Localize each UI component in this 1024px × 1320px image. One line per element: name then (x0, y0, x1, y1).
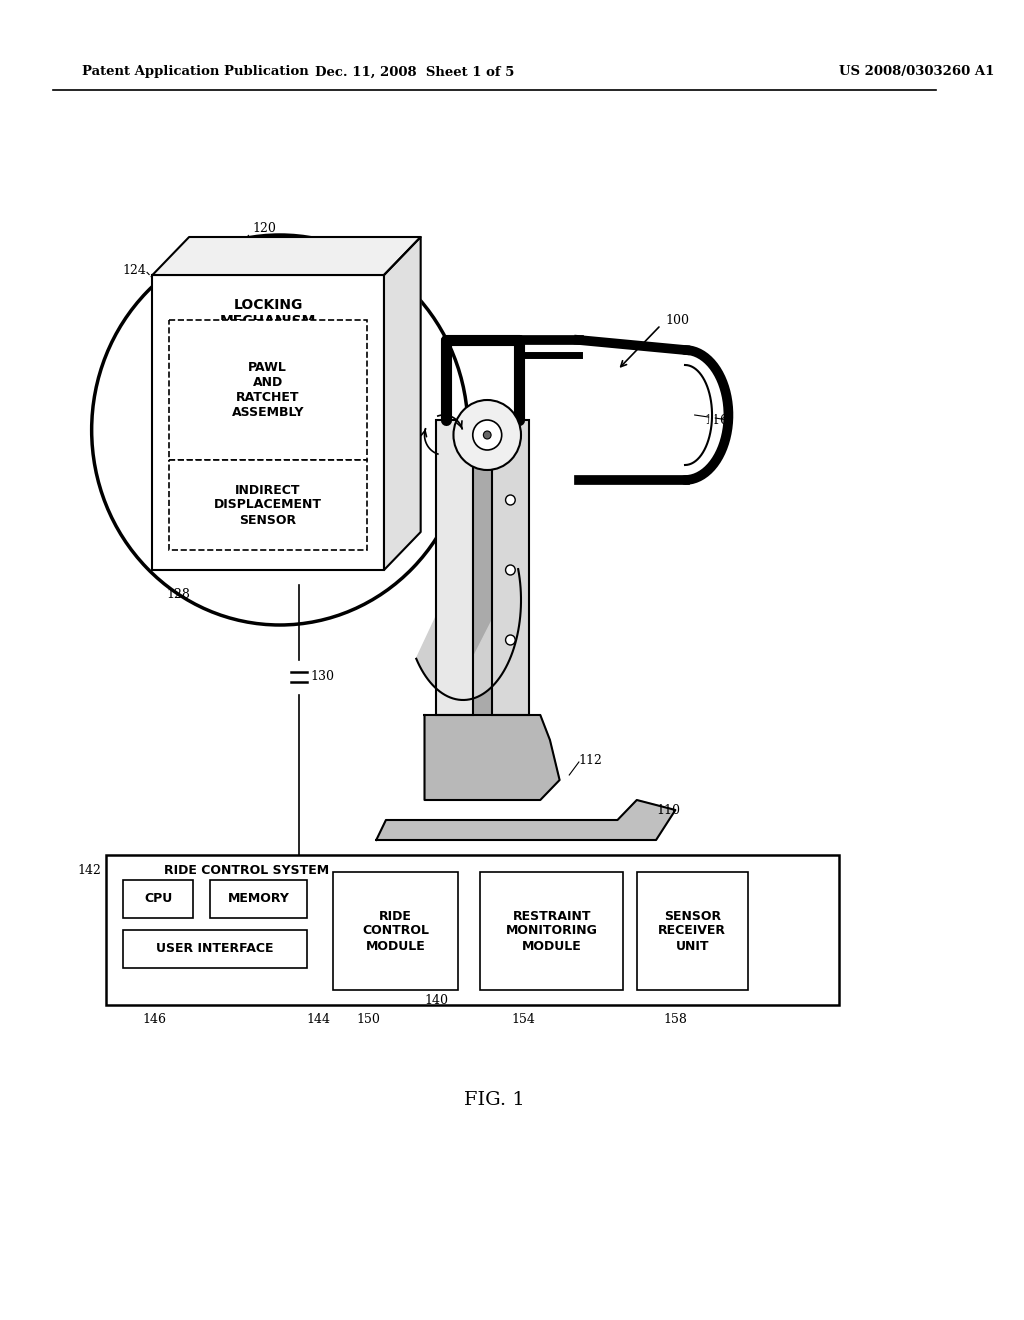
Text: SENSOR
RECEIVER
UNIT: SENSOR RECEIVER UNIT (658, 909, 726, 953)
Text: RIDE CONTROL SYSTEM: RIDE CONTROL SYSTEM (164, 865, 329, 878)
Text: MEMORY: MEMORY (227, 892, 290, 906)
Circle shape (483, 432, 492, 440)
Circle shape (506, 635, 515, 645)
Text: LOCKING
MECHANISM: LOCKING MECHANISM (220, 298, 316, 329)
Text: 119: 119 (372, 483, 395, 496)
Text: 128: 128 (167, 587, 190, 601)
Bar (153, 275, 384, 570)
Text: 144: 144 (306, 1012, 331, 1026)
Text: 112: 112 (579, 754, 603, 767)
Circle shape (473, 420, 502, 450)
Polygon shape (473, 420, 493, 715)
Text: USER INTERFACE: USER INTERFACE (157, 942, 273, 956)
Text: FIG. 1: FIG. 1 (464, 1092, 524, 1109)
Bar (210, 880, 307, 917)
Text: 130: 130 (310, 671, 335, 684)
Text: CPU: CPU (144, 892, 172, 906)
Polygon shape (153, 238, 421, 275)
Bar (124, 931, 307, 968)
Text: Patent Application Publication: Patent Application Publication (82, 66, 309, 78)
Polygon shape (384, 238, 421, 570)
Text: 100: 100 (666, 314, 690, 326)
Text: 150: 150 (356, 1012, 381, 1026)
Text: RESTRAINT
MONITORING
MODULE: RESTRAINT MONITORING MODULE (506, 909, 598, 953)
Polygon shape (376, 800, 676, 840)
Text: 110: 110 (656, 804, 680, 817)
Bar (106, 855, 840, 1005)
Text: 158: 158 (664, 1012, 687, 1026)
Text: PAWL
AND
RATCHET
ASSEMBLY: PAWL AND RATCHET ASSEMBLY (231, 360, 304, 418)
Text: 140: 140 (425, 994, 449, 1006)
Text: 124: 124 (123, 264, 146, 276)
Text: 142: 142 (78, 865, 101, 878)
Text: 154: 154 (511, 1012, 535, 1026)
Bar (124, 880, 193, 917)
Text: 116: 116 (705, 413, 728, 426)
Bar (333, 873, 459, 990)
Text: RIDE
CONTROL
MODULE: RIDE CONTROL MODULE (362, 909, 429, 953)
Polygon shape (425, 715, 559, 800)
Bar (169, 319, 367, 459)
Text: 120: 120 (253, 222, 276, 235)
Text: 146: 146 (142, 1012, 166, 1026)
Circle shape (506, 495, 515, 506)
Text: 118: 118 (379, 444, 403, 457)
Text: US 2008/0303260 A1: US 2008/0303260 A1 (840, 66, 994, 78)
Bar (480, 873, 624, 990)
Circle shape (506, 565, 515, 576)
Bar (169, 459, 367, 550)
Bar (637, 873, 748, 990)
Bar (493, 420, 528, 715)
Circle shape (454, 400, 521, 470)
Bar (436, 420, 473, 715)
Polygon shape (417, 569, 521, 715)
Text: INDIRECT
DISPLACEMENT
SENSOR: INDIRECT DISPLACEMENT SENSOR (214, 483, 322, 527)
Text: Dec. 11, 2008  Sheet 1 of 5: Dec. 11, 2008 Sheet 1 of 5 (315, 66, 514, 78)
